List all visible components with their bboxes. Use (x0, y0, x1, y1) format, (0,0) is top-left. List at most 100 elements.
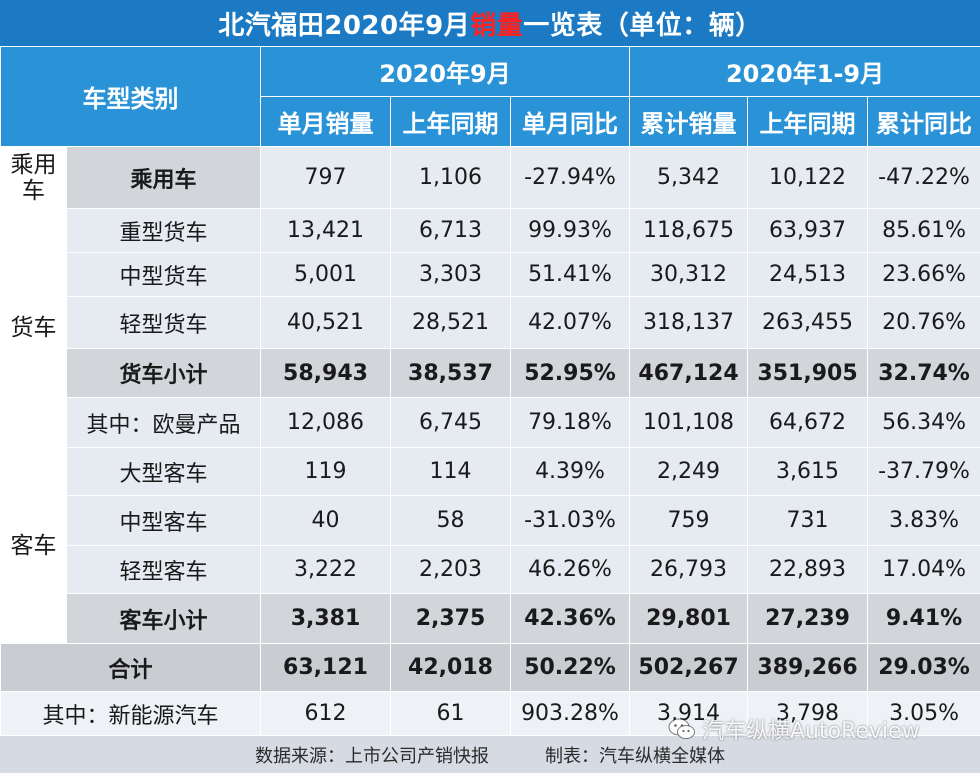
table-row: 客车 大型客车 119 114 4.39% 2,249 3,615 -37.79… (0, 447, 980, 644)
cell: 38,537 (390, 348, 511, 398)
cell: 3.83% (867, 495, 980, 546)
table-row: 其中：欧曼产品 12,086 6,745 79.18% 101,108 64,6… (1, 397, 980, 448)
cell: 389,266 (747, 643, 869, 692)
footer-maker: 制表：汽车纵横全媒体 (545, 745, 725, 767)
header-col-ytd-yoy: 累计同比 (867, 96, 980, 147)
row-name: 轻型货车 (66, 296, 261, 349)
cell: 85.61% (867, 208, 980, 253)
cell: 6,745 (390, 397, 511, 448)
cell: 5,001 (260, 252, 391, 297)
title-prefix: 北汽福田2020年9月 (218, 10, 471, 41)
footer-source: 数据来源：上市公司产销快报 (255, 745, 489, 767)
cell: 903.28% (509, 691, 631, 736)
cell: 56.34% (867, 397, 980, 448)
cell: 42.36% (509, 593, 631, 644)
cell: 3.05% (867, 691, 980, 736)
row-name: 乘用车 (66, 146, 261, 209)
row-name: 轻型客车 (66, 545, 261, 594)
cell: 759 (629, 495, 749, 546)
table-row: 轻型货车 40,521 28,521 42.07% 318,137 263,45… (1, 296, 980, 349)
cell: 6,713 (390, 208, 511, 253)
row-name: 大型客车 (66, 447, 261, 496)
row-name: 其中：欧曼产品 (66, 397, 261, 448)
header-group-month: 2020年9月 (259, 46, 631, 97)
row-name: 合计 (0, 643, 261, 692)
cell: 2,249 (629, 447, 749, 496)
header-col-prev-year-month: 上年同期 (390, 96, 511, 147)
cell: 3,615 (747, 447, 869, 496)
table-row: 轻型客车 3,222 2,203 46.26% 26,793 22,893 17… (1, 545, 980, 594)
table-row-subtotal: 客车小计 3,381 2,375 42.36% 29,801 27,239 9.… (1, 593, 980, 644)
cell: 42,018 (390, 643, 511, 692)
header-col-monthly-sales: 单月销量 (260, 96, 391, 147)
cell: 114 (390, 447, 511, 496)
cell: -27.94% (509, 146, 631, 209)
cell: 3,222 (260, 545, 391, 594)
table-row: 其中：新能源汽车 612 61 903.28% 3,914 3,798 3.05… (0, 691, 980, 736)
cell: 24,513 (747, 252, 869, 297)
sales-table: 车型类别 2020年9月 2020年1-9月 单月销量 上年同期 单月同比 累计… (0, 46, 980, 736)
cell: 46.26% (509, 545, 631, 594)
table-row-total: 合计 63,121 42,018 50.22% 502,267 389,266 … (0, 643, 980, 692)
cell: 32.74% (867, 348, 980, 398)
cell: 51.41% (509, 252, 631, 297)
cell: 3,303 (390, 252, 511, 297)
cell: 797 (260, 146, 391, 209)
cell: 23.66% (867, 252, 980, 297)
wechat-icon (668, 718, 696, 740)
header-col-monthly-yoy: 单月同比 (509, 96, 631, 147)
cell: 263,455 (747, 296, 869, 349)
header-col-ytd-sales: 累计销量 (629, 96, 749, 147)
cell: 63,121 (260, 643, 391, 692)
table-row: 中型货车 5,001 3,303 51.41% 30,312 24,513 23… (1, 252, 980, 297)
cell: 5,342 (629, 146, 749, 209)
cell: 2,203 (390, 545, 511, 594)
cell: 63,937 (747, 208, 869, 253)
cell: 42.07% (509, 296, 631, 349)
cell: 29.03% (867, 643, 980, 692)
table-row: 乘用车 乘用车 797 1,106 -27.94% 5,342 10,122 -… (0, 146, 980, 209)
cell: 40 (260, 495, 391, 546)
row-name: 中型货车 (66, 252, 261, 297)
cell: 118,675 (629, 208, 749, 253)
cell: 17.04% (867, 545, 980, 594)
table-row: 中型客车 40 58 -31.03% 759 731 3.83% (1, 495, 980, 546)
group-label-passenger: 乘用车 (0, 146, 67, 209)
cell: 40,521 (260, 296, 391, 349)
table-row-subtotal: 货车小计 58,943 38,537 52.95% 467,124 351,90… (1, 348, 980, 398)
header-row-2: 单月销量 上年同期 单月同比 累计销量 上年同期 累计同比 (1, 96, 980, 147)
cell: 12,086 (260, 397, 391, 448)
cell: 52.95% (509, 348, 631, 398)
cell: 3,381 (260, 593, 391, 644)
header-group-ytd: 2020年1-9月 (629, 46, 980, 97)
cell: 29,801 (629, 593, 749, 644)
row-name: 客车小计 (66, 593, 261, 644)
cell: -37.79% (867, 447, 980, 496)
cell: 28,521 (390, 296, 511, 349)
cell: 101,108 (629, 397, 749, 448)
row-name: 重型货车 (66, 208, 261, 253)
cell: 58,943 (260, 348, 391, 398)
header-col-prev-year-ytd: 上年同期 (747, 96, 869, 147)
cell: 1,106 (390, 146, 511, 209)
watermark: 汽车纵横AutoReview (668, 714, 920, 744)
cell: 4.39% (509, 447, 631, 496)
cell: 2,375 (390, 593, 511, 644)
cell: 3,798 (747, 691, 869, 736)
cell: 61 (390, 691, 511, 736)
cell: 351,905 (747, 348, 869, 398)
cell: 318,137 (629, 296, 749, 349)
header-row-1: 车型类别 2020年9月 2020年1-9月 (0, 46, 980, 147)
title-highlight: 销量 (470, 10, 524, 41)
cell: 22,893 (747, 545, 869, 594)
group-label-truck: 货车 (0, 208, 67, 448)
cell: 502,267 (629, 643, 749, 692)
cell: 731 (747, 495, 869, 546)
cell: 467,124 (629, 348, 749, 398)
cell: 99.93% (509, 208, 631, 253)
row-name: 货车小计 (66, 348, 261, 398)
cell: 58 (390, 495, 511, 546)
table-row: 货车 重型货车 13,421 6,713 99.93% 118,675 63,9… (0, 208, 980, 448)
cell: 13,421 (260, 208, 391, 253)
cell: 30,312 (629, 252, 749, 297)
